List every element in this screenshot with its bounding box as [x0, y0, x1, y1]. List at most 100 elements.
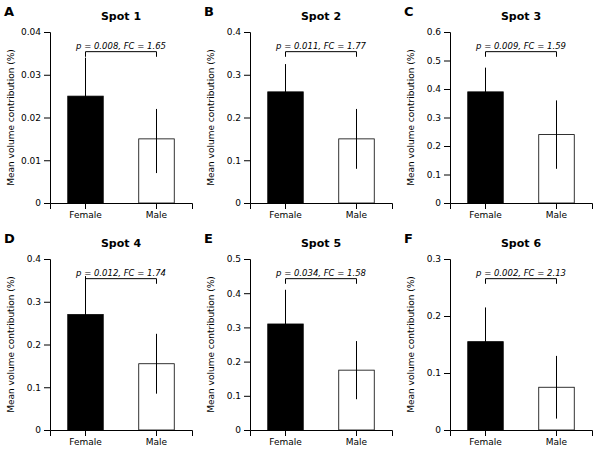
axis-line: [244, 33, 251, 204]
tick-mark: [356, 203, 357, 209]
tick-mark: [44, 302, 50, 303]
y-tick: 0.4: [227, 289, 250, 299]
axis-line: [444, 260, 451, 431]
y-axis-title: Mean volume contribution (%): [6, 49, 16, 186]
x-tick: Female: [269, 203, 302, 220]
tick-label: 0: [435, 425, 441, 435]
panel-label: B: [204, 4, 214, 19]
tick-mark: [356, 430, 357, 436]
y-axis-title: Mean volume contribution (%): [406, 276, 416, 413]
axis-line: [44, 33, 51, 204]
tick-label: 0.4: [227, 27, 242, 37]
axis-line: [51, 204, 193, 210]
title: Spot 4: [101, 237, 141, 250]
significance-bracket: [286, 279, 357, 284]
panel: 00.10.20.30.4FemaleMalep = 0.012, FC = 1…: [27, 237, 193, 447]
axis-line: [44, 260, 51, 431]
y-tick: 0.3: [27, 297, 50, 307]
figure: 00.010.020.030.04FemaleMalep = 0.008, FC…: [0, 0, 600, 454]
y-tick: 0.03: [21, 70, 50, 80]
tick-mark: [244, 32, 250, 33]
y-axis: 00.10.20.30.40.50.6: [427, 27, 451, 208]
y-tick: 0.02: [21, 113, 50, 123]
error-bar: [285, 290, 286, 358]
annotation: p = 0.011, FC = 1.77: [275, 41, 367, 51]
tick-label: Female: [269, 437, 302, 447]
tick-mark: [244, 396, 250, 397]
panel-label: C: [404, 4, 414, 19]
tick-label: 0: [35, 425, 41, 435]
panel-label: A: [4, 4, 14, 19]
y-tick: 0.1: [427, 368, 450, 378]
y-tick: 0.1: [427, 170, 450, 180]
plot-area: [268, 64, 375, 203]
tick-label: Female: [269, 210, 302, 220]
tick-mark: [244, 203, 250, 204]
tick-label: 0.3: [427, 113, 441, 123]
tick-mark: [444, 146, 450, 147]
tick-label: Female: [69, 437, 102, 447]
panel-label: D: [4, 231, 15, 246]
error-bar: [285, 64, 286, 120]
y-axis-title: Mean volume contribution (%): [206, 276, 216, 413]
tick-label: 0.2: [427, 141, 441, 151]
y-tick: 0.2: [227, 113, 250, 123]
tick-label: 0: [35, 198, 41, 208]
x-axis: Female Male: [451, 430, 593, 447]
y-tick: 0: [435, 425, 450, 435]
tick-label: 0.1: [427, 170, 441, 180]
tick-label: 0.5: [227, 254, 241, 264]
tick-label: 0.2: [227, 113, 241, 123]
significance-bracket: [486, 279, 557, 284]
tick-label: 0.3: [427, 254, 441, 264]
title: Spot 3: [501, 10, 541, 23]
x-tick: Female: [69, 430, 102, 447]
tick-label: 0.2: [427, 311, 441, 321]
panel-label: F: [404, 231, 413, 246]
y-tick: 0.2: [427, 311, 450, 321]
x-axis: Female Male: [51, 430, 193, 447]
tick-mark: [44, 430, 50, 431]
axis-line: [244, 260, 251, 431]
tick-mark: [44, 160, 50, 161]
tick-label: 0.3: [227, 323, 241, 333]
tick-label: Male: [146, 437, 168, 447]
error-bar: [356, 341, 357, 399]
panel: 00.010.020.030.04FemaleMalep = 0.008, FC…: [21, 10, 193, 220]
tick-label: 0.6: [427, 27, 442, 37]
error-bar: [85, 276, 86, 353]
tick-label: Male: [546, 437, 568, 447]
error-bar: [556, 356, 557, 419]
tick-mark: [85, 430, 86, 436]
tick-mark: [244, 259, 250, 260]
annotation: p = 0.034, FC = 1.58: [275, 268, 367, 278]
y-tick: 0: [235, 425, 250, 435]
tick-label: 0: [235, 198, 241, 208]
tick-mark: [244, 362, 250, 363]
tick-label: 0.03: [21, 70, 41, 80]
x-tick: Male: [546, 203, 568, 220]
y-tick: 0.3: [427, 254, 450, 264]
tick-mark: [444, 430, 450, 431]
title: Spot 6: [501, 237, 541, 250]
y-tick: 0: [235, 198, 250, 208]
panel: 00.10.20.30.40.5FemaleMalep = 0.034, FC …: [227, 237, 393, 447]
tick-mark: [244, 160, 250, 161]
x-tick: Female: [69, 203, 102, 220]
tick-mark: [244, 430, 250, 431]
plot-area: [68, 58, 175, 203]
tick-label: Female: [469, 437, 502, 447]
tick-mark: [44, 203, 50, 204]
x-tick: Female: [269, 430, 302, 447]
tick-label: Female: [69, 210, 102, 220]
tick-label: Male: [146, 210, 168, 220]
plot-area: [268, 290, 375, 430]
tick-mark: [444, 203, 450, 204]
x-tick: Male: [546, 430, 568, 447]
tick-label: 0: [235, 425, 241, 435]
y-tick: 0.3: [227, 323, 250, 333]
error-bar: [156, 334, 157, 394]
tick-mark: [485, 203, 486, 209]
tick-label: 0: [435, 198, 441, 208]
y-tick: 0: [35, 198, 50, 208]
